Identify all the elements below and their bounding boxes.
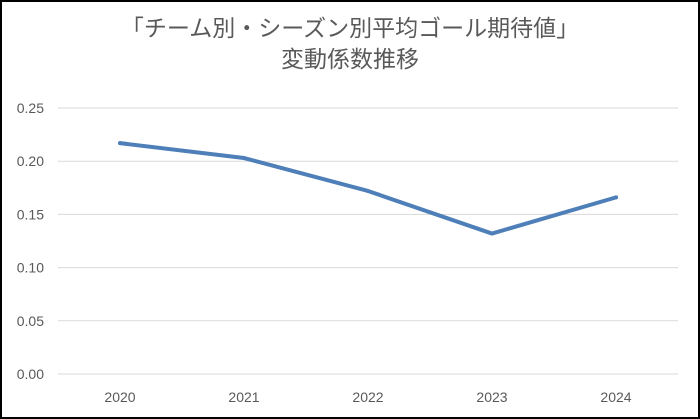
- data-point-2021: [242, 156, 246, 161]
- x-tick-label-2023: 2023: [476, 389, 507, 405]
- data-point-2020: [118, 141, 122, 146]
- y-tick-label-0: 0.00: [17, 366, 44, 382]
- chart-title-line-1: 「チーム別・シーズン別平均ゴール期待値」: [120, 16, 580, 42]
- series-line-0: [118, 141, 618, 236]
- x-tick-label-2022: 2022: [352, 389, 383, 405]
- y-axis-tick-labels: 0.00 0.05 0.10 0.15 0.20 0.25: [17, 100, 44, 382]
- y-tick-label-5: 0.25: [17, 100, 44, 116]
- data-point-2022: [366, 188, 370, 193]
- data-point-2023: [490, 231, 494, 236]
- x-axis-tick-labels: 2020 2021 2022 2023 2024: [104, 389, 631, 405]
- x-tick-label-2021: 2021: [228, 389, 259, 405]
- y-tick-label-3: 0.15: [17, 206, 44, 222]
- x-tick-label-2024: 2024: [600, 389, 631, 405]
- y-tick-label-2: 0.10: [17, 260, 44, 276]
- y-tick-label-4: 0.20: [17, 153, 44, 169]
- data-point-2024: [614, 195, 618, 200]
- gridlines: [58, 107, 678, 375]
- x-tick-label-2020: 2020: [104, 389, 135, 405]
- chart-title-line-2: 変動係数推移: [281, 47, 419, 73]
- series-lines: [118, 141, 618, 236]
- chart-title: 「チーム別・シーズン別平均ゴール期待値」 変動係数推移: [0, 14, 700, 76]
- y-tick-label-1: 0.05: [17, 313, 44, 329]
